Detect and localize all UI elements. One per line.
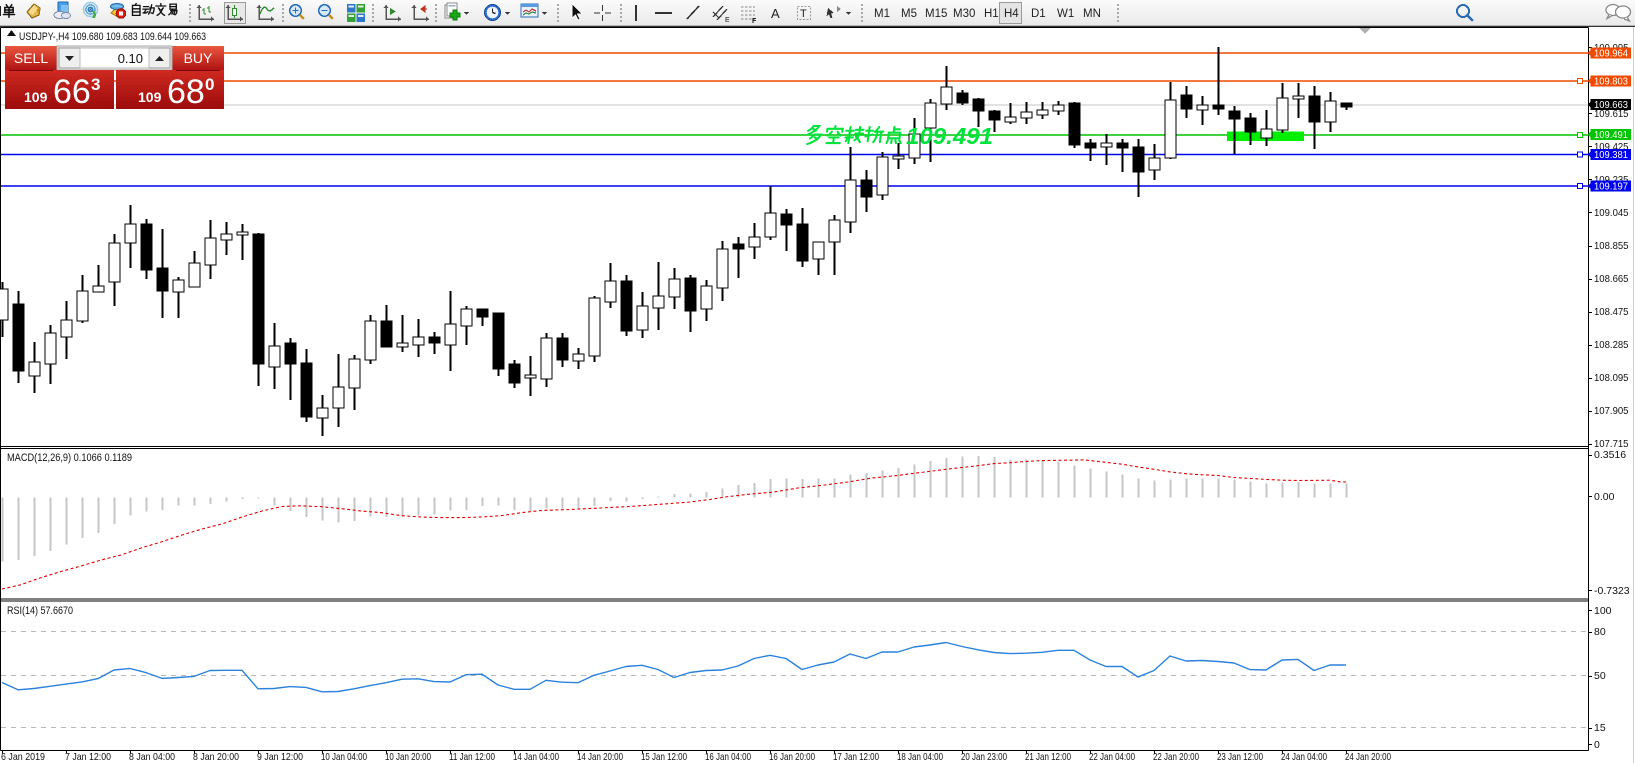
svg-text:8 Jan 04:00: 8 Jan 04:00 [129,751,175,763]
svg-text:68: 68 [167,73,205,111]
svg-text:-0.7323: -0.7323 [1594,585,1630,597]
svg-text:108.665: 108.665 [1594,273,1629,285]
svg-text:RSI(14) 57.6670: RSI(14) 57.6670 [7,605,73,617]
svg-text:109.491: 109.491 [906,123,993,149]
svg-text:17 Jan 12:00: 17 Jan 12:00 [833,751,879,763]
svg-text:66: 66 [53,73,91,111]
svg-text:108.285: 108.285 [1594,339,1629,351]
svg-text:21 Jan 12:00: 21 Jan 12:00 [1025,751,1071,763]
svg-text:109: 109 [138,89,162,105]
svg-text:50: 50 [1594,670,1606,682]
svg-text:109.381: 109.381 [1594,149,1628,161]
svg-text:18 Jan 04:00: 18 Jan 04:00 [897,751,943,763]
svg-text:0.3516: 0.3516 [1594,449,1626,461]
svg-text:MN: MN [1083,8,1101,20]
svg-text:109.197: 109.197 [1594,181,1628,193]
svg-text:6 Jan 2019: 6 Jan 2019 [1,751,45,763]
svg-text:15 Jan 12:00: 15 Jan 12:00 [641,751,687,763]
svg-text:16 Jan 20:00: 16 Jan 20:00 [769,751,815,763]
svg-text:108.095: 108.095 [1594,372,1629,384]
svg-text:H4: H4 [1004,8,1019,20]
svg-text:100: 100 [1594,605,1612,617]
svg-text:24 Jan 04:00: 24 Jan 04:00 [1281,751,1327,763]
svg-text:0.00: 0.00 [1594,491,1615,503]
svg-text:108.855: 108.855 [1594,240,1629,252]
svg-text:109.663: 109.663 [1594,99,1628,111]
svg-text:11 Jan 12:00: 11 Jan 12:00 [449,751,495,763]
svg-text:22 Jan 20:00: 22 Jan 20:00 [1153,751,1199,763]
svg-text:10 Jan 20:00: 10 Jan 20:00 [385,751,431,763]
svg-text:F: F [752,18,757,25]
svg-text:109.803: 109.803 [1594,76,1628,88]
svg-text:107.715: 107.715 [1594,438,1629,450]
svg-text:0.10: 0.10 [118,51,143,66]
svg-text:109.964: 109.964 [1594,48,1628,60]
svg-text:M15: M15 [925,8,947,20]
svg-text:15: 15 [1594,722,1606,734]
svg-text:E: E [725,17,730,24]
svg-text:3: 3 [91,75,100,94]
svg-text:BUY: BUY [184,50,213,66]
svg-text:H1: H1 [984,8,999,20]
svg-text:107.905: 107.905 [1594,405,1629,417]
svg-text:108.475: 108.475 [1594,306,1629,318]
svg-text:109: 109 [24,89,48,105]
svg-text:14 Jan 04:00: 14 Jan 04:00 [513,751,559,763]
svg-text:16 Jan 04:00: 16 Jan 04:00 [705,751,751,763]
svg-text:8 Jan 20:00: 8 Jan 20:00 [193,751,239,763]
svg-text:109.045: 109.045 [1594,207,1629,219]
svg-text:24 Jan 20:00: 24 Jan 20:00 [1345,751,1391,763]
svg-text:20 Jan 23:00: 20 Jan 23:00 [961,751,1007,763]
svg-text:D1: D1 [1031,8,1046,20]
svg-text:USDJPY-,H4 109.680 109.683 10: USDJPY-,H4 109.680 109.683 109.644 109.6… [19,31,206,43]
svg-text:109.615: 109.615 [1594,108,1629,120]
svg-text:109.491: 109.491 [1594,129,1628,141]
svg-text:M30: M30 [953,8,975,20]
svg-text:W1: W1 [1057,8,1074,20]
svg-text:M1: M1 [874,8,890,20]
svg-text:A: A [771,6,780,21]
svg-text:9 Jan 12:00: 9 Jan 12:00 [257,751,303,763]
svg-text:M5: M5 [901,8,917,20]
svg-text:22 Jan 04:00: 22 Jan 04:00 [1089,751,1135,763]
svg-text:T: T [800,8,807,20]
svg-text:80: 80 [1594,626,1606,638]
svg-text:MACD(12,26,9) 0.1066 0.1189: MACD(12,26,9) 0.1066 0.1189 [7,452,132,464]
svg-text:0: 0 [1594,739,1600,751]
svg-text:14 Jan 20:00: 14 Jan 20:00 [577,751,623,763]
svg-text:7 Jan 12:00: 7 Jan 12:00 [65,751,111,763]
svg-text:SELL: SELL [14,50,48,66]
svg-text:23 Jan 12:00: 23 Jan 12:00 [1217,751,1263,763]
svg-text:10 Jan 04:00: 10 Jan 04:00 [321,751,367,763]
svg-text:0: 0 [205,75,214,94]
